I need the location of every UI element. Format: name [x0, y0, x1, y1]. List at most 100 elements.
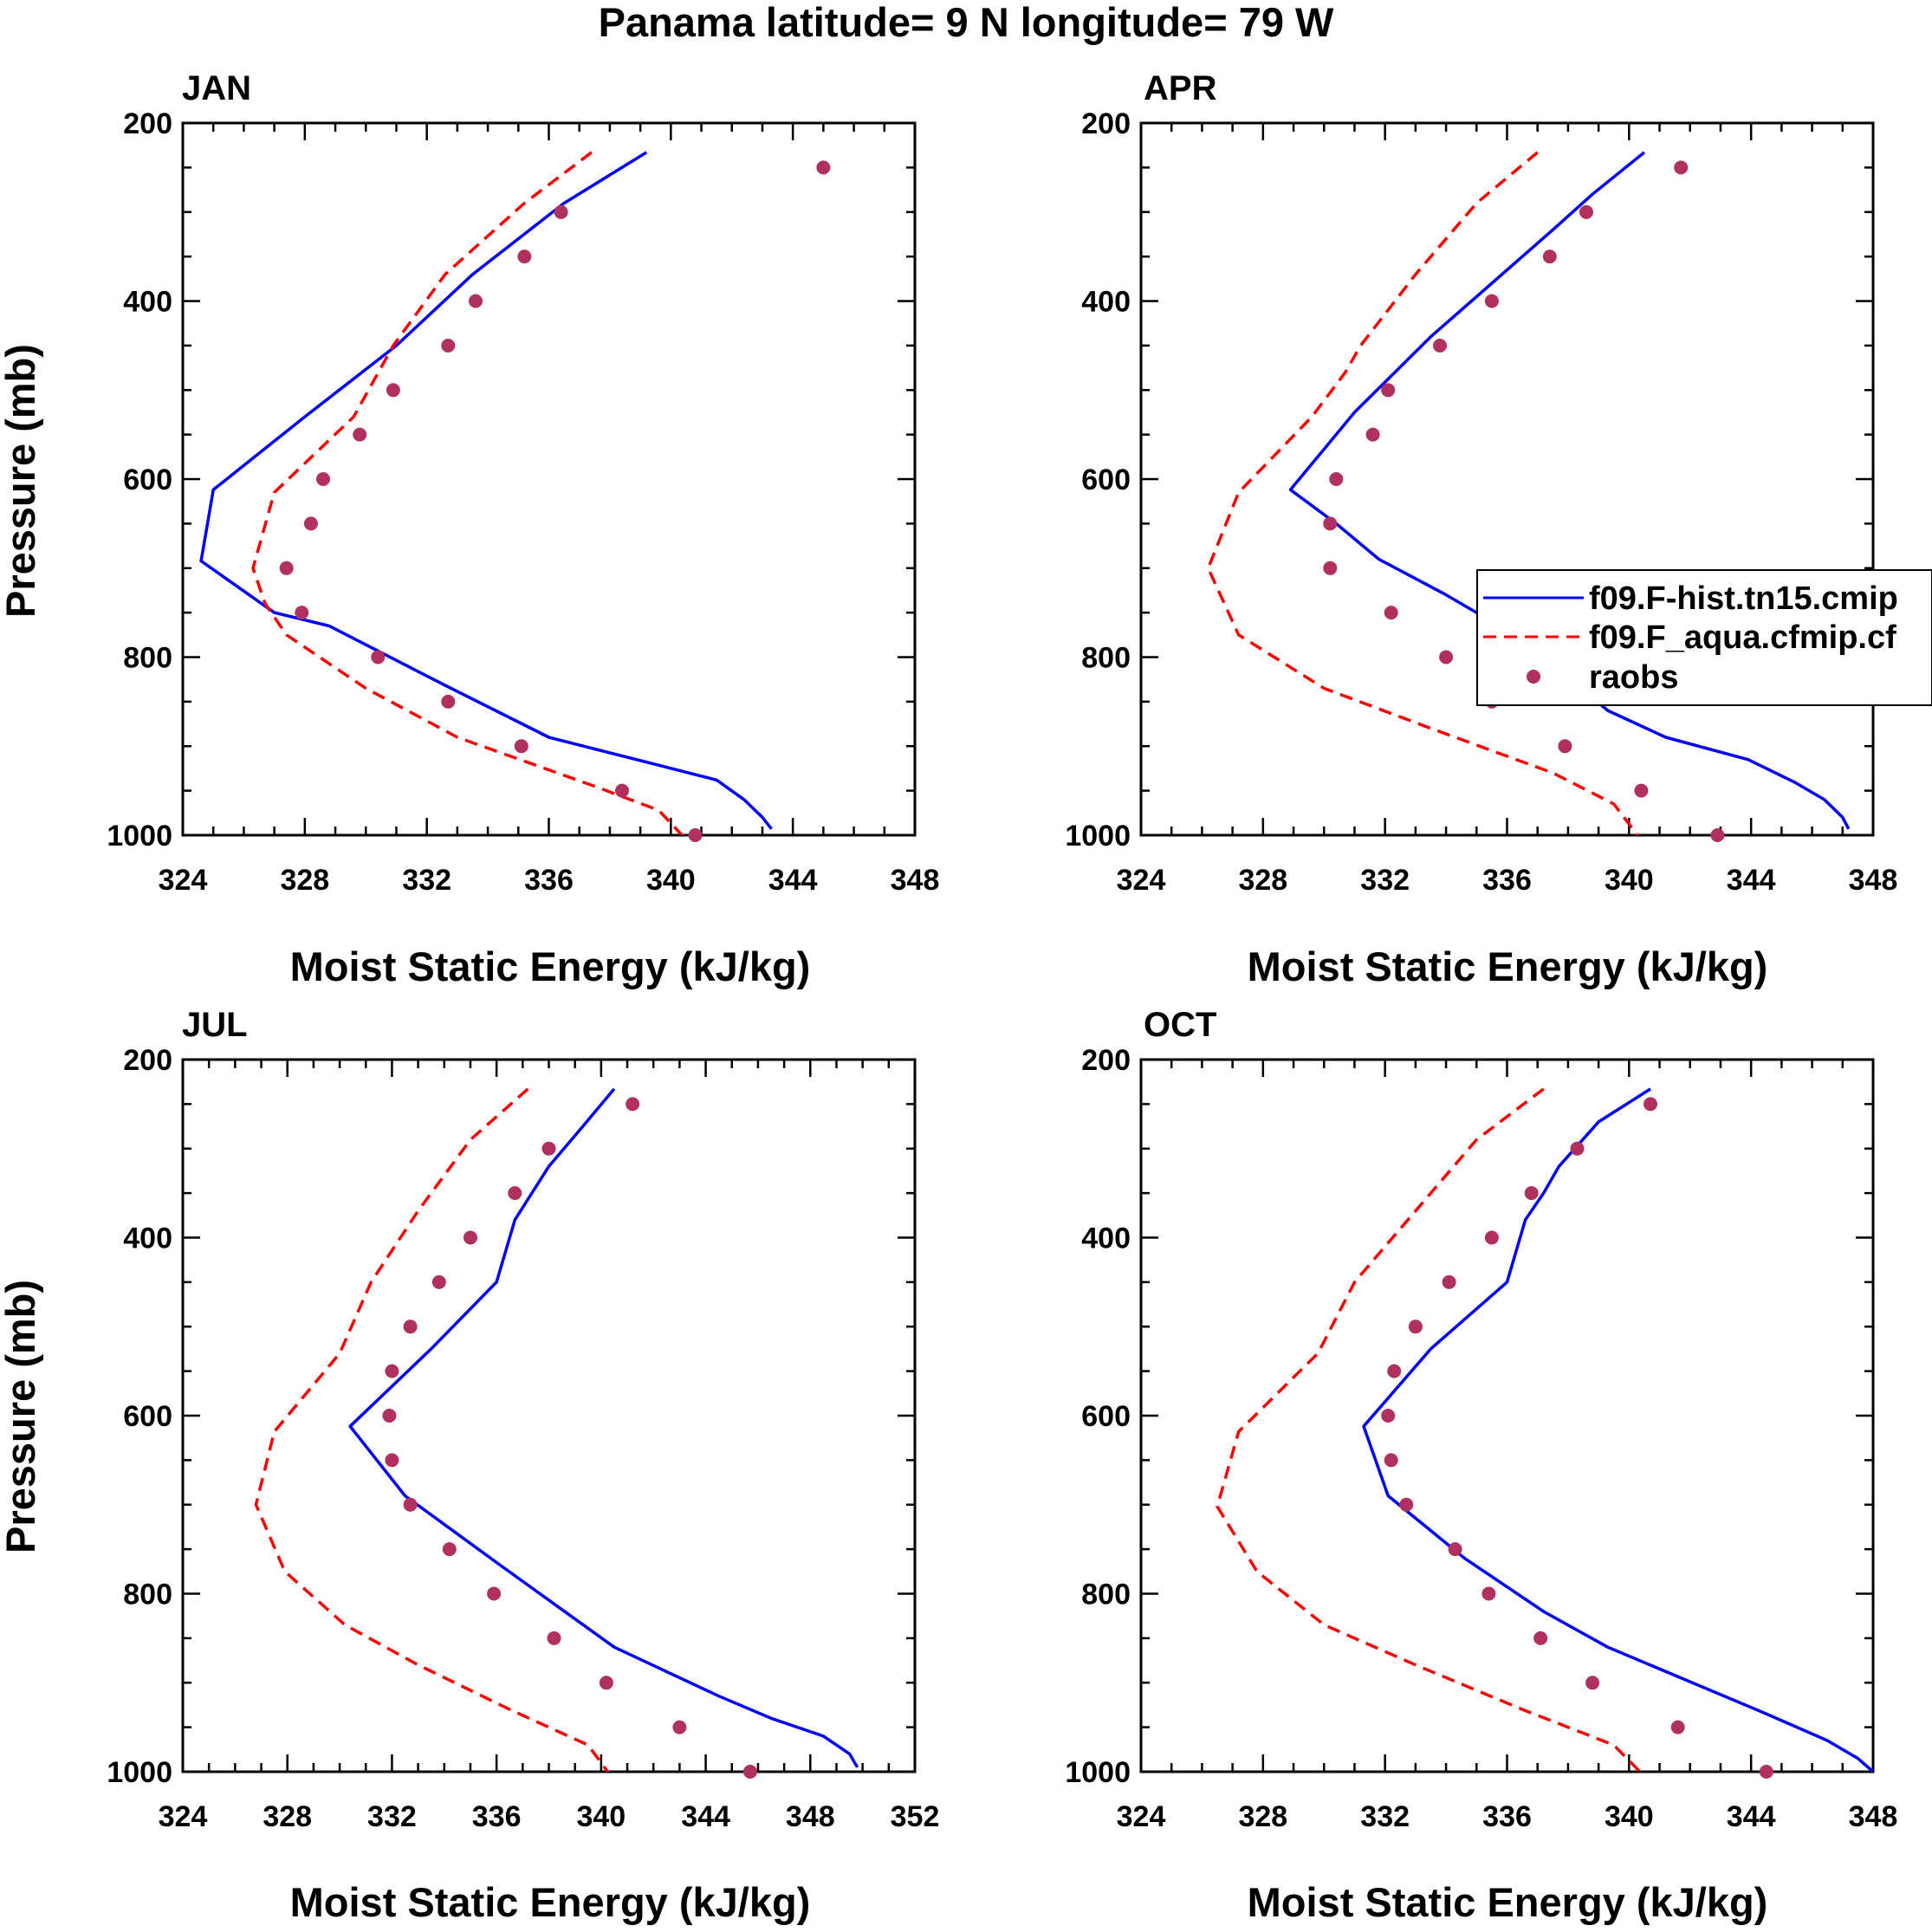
raobs-point — [1524, 1186, 1539, 1201]
series-line-model — [1362, 1087, 1873, 1772]
x-tick-label: 332 — [367, 1800, 417, 1833]
raobs-point — [1579, 204, 1593, 219]
raobs-point — [386, 383, 400, 398]
raobs-point — [1710, 828, 1725, 842]
x-tick-label: 324 — [1117, 1800, 1166, 1833]
series-line-aqua — [1216, 1087, 1643, 1772]
y-tick-label: 400 — [1081, 1222, 1131, 1255]
x-tick-label: 336 — [472, 1800, 522, 1833]
panel-title: JAN — [182, 69, 251, 107]
panel-jul: JUL Moist Static Energy (kJ/kg) Pressure… — [0, 1006, 939, 1925]
raobs-point — [371, 650, 386, 665]
raobs-point — [295, 606, 309, 620]
panel-title: JUL — [182, 1006, 248, 1044]
x-tick-label: 340 — [576, 1800, 626, 1833]
x-tick-label: 348 — [786, 1800, 835, 1833]
raobs-point — [1323, 516, 1338, 531]
y-tick-label: 1000 — [107, 1756, 172, 1789]
x-tick-label: 344 — [1727, 864, 1776, 897]
x-axis-label: Moist Static Energy (kJ/kg) — [1248, 943, 1768, 989]
raobs-point — [1634, 783, 1649, 798]
y-axis-label: Pressure (mb) — [0, 1280, 43, 1553]
y-tick-label: 600 — [123, 464, 172, 496]
raobs-point — [1384, 606, 1398, 620]
raobs-point — [316, 472, 330, 486]
x-tick-label: 328 — [1238, 1800, 1287, 1833]
x-axis-label: Moist Static Energy (kJ/kg) — [290, 943, 811, 989]
x-axis-label: Moist Static Energy (kJ/kg) — [290, 1879, 811, 1925]
x-tick-label: 328 — [1238, 864, 1287, 897]
y-tick-label: 1000 — [1065, 820, 1131, 853]
x-axis-label: Moist Static Energy (kJ/kg) — [1248, 1879, 1768, 1925]
panel-jan: JAN Moist Static Energy (kJ/kg) Pressure… — [0, 69, 939, 989]
raobs-point — [1323, 561, 1338, 575]
raobs-point — [353, 427, 367, 442]
legend: f09.F-hist.tn15.cmip f09.F_aqua.cfmip.cf… — [1476, 569, 1932, 706]
raobs-point — [1643, 1097, 1657, 1112]
x-tick-label: 348 — [1849, 1800, 1898, 1833]
y-tick-label: 800 — [123, 1579, 172, 1611]
x-tick-label: 336 — [1482, 1800, 1532, 1833]
raobs-point — [1387, 1364, 1402, 1378]
raobs-point — [1448, 1542, 1462, 1557]
raobs-point — [626, 1097, 640, 1112]
x-tick-label: 328 — [280, 864, 329, 897]
x-tick-label: 352 — [891, 1800, 940, 1833]
raobs-point — [1408, 1319, 1423, 1334]
raobs-point — [431, 1274, 446, 1289]
series-line-model — [348, 1087, 859, 1768]
raobs-point — [1381, 383, 1396, 398]
raobs-point — [442, 1542, 457, 1557]
raobs-point — [1542, 250, 1557, 264]
y-tick-label: 600 — [1081, 1400, 1131, 1433]
raobs-point — [403, 1319, 418, 1334]
raobs-point — [1674, 160, 1689, 175]
x-tick-label: 324 — [159, 864, 208, 897]
raobs-point — [385, 1453, 399, 1468]
x-tick-label: 340 — [646, 864, 696, 897]
raobs-point — [1484, 1230, 1499, 1245]
series-line-aqua — [254, 1087, 610, 1772]
plot-frame — [181, 121, 917, 837]
raobs-point — [464, 1230, 477, 1245]
panel-oct: OCT Moist Static Energy (kJ/kg) 324 328 33… — [1065, 1006, 1897, 1925]
legend-label-model: f09.F-hist.tn15.cmip — [1589, 580, 1898, 617]
raobs-point — [1329, 472, 1344, 486]
panel-apr: APR Moist Static Energy (kJ/kg) 324 328 33… — [1065, 69, 1897, 989]
raobs-point — [1439, 650, 1454, 665]
series-line-model — [1288, 151, 1851, 830]
legend-label-raobs: raobs — [1589, 659, 1678, 696]
raobs-point — [1585, 1676, 1600, 1690]
series-line-aqua — [251, 151, 684, 835]
raobs-point — [1384, 1453, 1398, 1468]
raobs-point — [742, 1765, 757, 1779]
y-tick-label: 200 — [1081, 107, 1131, 140]
y-tick-label: 1000 — [1065, 1756, 1131, 1789]
plot-frame — [1139, 1058, 1875, 1773]
y-tick-label: 800 — [123, 642, 172, 675]
x-tick-label: 336 — [524, 864, 574, 897]
raobs-point — [1670, 1720, 1685, 1734]
x-tick-label: 332 — [1360, 1800, 1410, 1833]
y-tick-label: 400 — [123, 1222, 172, 1255]
raobs-point — [385, 1364, 399, 1378]
y-tick-label: 200 — [1081, 1044, 1131, 1077]
raobs-point — [1365, 427, 1380, 442]
x-tick-label: 348 — [891, 864, 940, 897]
raobs-point — [554, 204, 568, 219]
y-tick-label: 400 — [123, 286, 172, 319]
y-tick-label: 800 — [1081, 1579, 1131, 1611]
raobs-point — [508, 1186, 522, 1201]
y-tick-label: 200 — [123, 1044, 172, 1077]
series-line-aqua — [1206, 151, 1640, 835]
x-tick-label: 332 — [1360, 864, 1410, 897]
panel-title: APR — [1144, 69, 1217, 107]
panel-title: OCT — [1144, 1006, 1216, 1044]
raobs-point — [441, 338, 456, 353]
raobs-point — [1558, 739, 1572, 754]
x-tick-label: 328 — [263, 1800, 312, 1833]
raobs-point — [541, 1141, 556, 1156]
raobs-point — [1381, 1409, 1396, 1423]
raobs-point — [1533, 1631, 1548, 1645]
